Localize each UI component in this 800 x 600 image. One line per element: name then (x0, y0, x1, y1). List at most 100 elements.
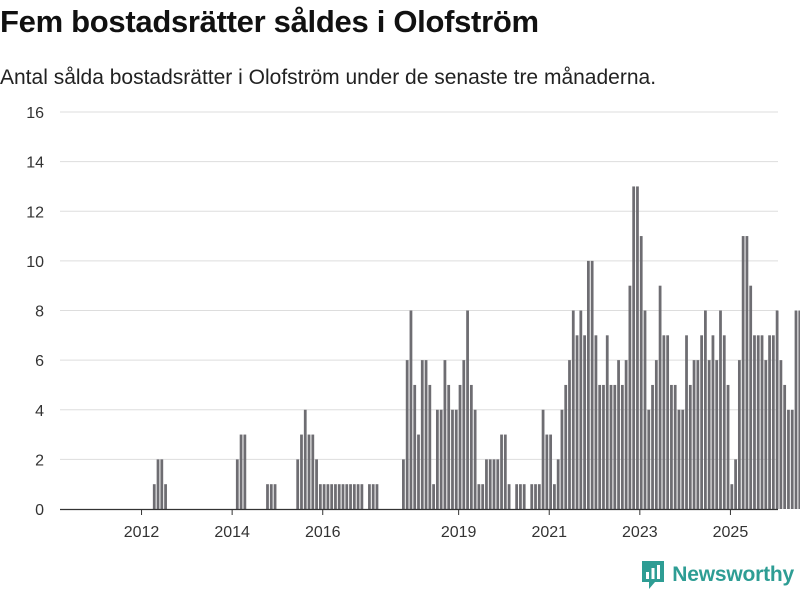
bar (462, 360, 466, 509)
y-tick-label: 16 (26, 105, 44, 122)
bar (534, 484, 537, 509)
newsworthy-logo-icon (642, 561, 665, 589)
bar (560, 409, 564, 509)
bar (315, 459, 318, 509)
bar (337, 484, 341, 509)
bar (794, 310, 798, 509)
bar (586, 260, 590, 509)
bar (273, 484, 277, 509)
y-tick-label: 2 (35, 452, 44, 469)
bar (515, 484, 519, 509)
chart-title: Fem bostadsrätter såldes i Olofström (0, 4, 539, 39)
bar (662, 335, 666, 509)
bar (432, 484, 435, 509)
bar (522, 484, 526, 509)
bar (424, 360, 428, 509)
bar (688, 384, 692, 509)
bar (643, 310, 647, 509)
bar (730, 484, 734, 509)
bar (685, 335, 688, 509)
bar (609, 384, 613, 509)
bar (734, 459, 737, 509)
bar (568, 360, 571, 509)
bar (485, 459, 488, 509)
bar (787, 409, 790, 509)
bar (326, 484, 330, 509)
bar (575, 335, 579, 509)
x-tick-label: 2025 (713, 524, 749, 541)
bar (598, 384, 602, 509)
y-tick-label: 10 (26, 254, 44, 271)
bar (564, 384, 568, 509)
bar (696, 360, 700, 509)
bar (556, 459, 560, 509)
bar (602, 384, 605, 509)
bar (481, 484, 485, 509)
bar (469, 384, 473, 509)
bar (239, 434, 243, 509)
bar (458, 384, 462, 509)
x-tick-label: 2023 (622, 524, 658, 541)
bar (704, 310, 707, 509)
bar (613, 384, 617, 509)
x-tick-label: 2016 (305, 524, 341, 541)
bar (681, 409, 685, 509)
y-tick-label: 4 (35, 403, 44, 420)
bar (620, 384, 624, 509)
bar (605, 335, 609, 509)
brand-logo: Newsworthy (640, 560, 794, 590)
bar (409, 310, 413, 509)
bar (579, 310, 583, 509)
bar (553, 484, 556, 509)
bar (266, 484, 269, 509)
bar (545, 434, 549, 509)
bar (307, 434, 311, 509)
bar (737, 360, 741, 509)
bar (749, 285, 753, 509)
bar (243, 434, 247, 509)
bar (160, 459, 164, 509)
bar (371, 484, 375, 509)
bar (356, 484, 360, 509)
bar (636, 186, 639, 509)
bar (719, 310, 722, 509)
bar (745, 236, 749, 509)
bar (454, 409, 458, 509)
bar (451, 409, 454, 509)
bar (349, 484, 352, 509)
bar (775, 310, 779, 509)
bar (700, 335, 704, 509)
bar (549, 434, 553, 509)
bar (492, 459, 496, 509)
bar (790, 409, 794, 509)
bar (439, 409, 443, 509)
bar (590, 260, 594, 509)
bar (658, 285, 662, 509)
bar (771, 335, 775, 509)
bar (413, 384, 417, 509)
bar (330, 484, 334, 509)
x-tick-label: 2021 (531, 524, 567, 541)
bar (420, 360, 424, 509)
bar (375, 484, 379, 509)
bar (760, 335, 764, 509)
bar (530, 484, 534, 509)
bar (756, 335, 760, 509)
x-tick-label: 2012 (124, 524, 160, 541)
bar (617, 360, 620, 509)
bar (647, 409, 651, 509)
bar (503, 434, 507, 509)
bar (368, 484, 371, 509)
bar (402, 459, 405, 509)
bar (624, 360, 628, 509)
bar (670, 384, 673, 509)
bar (435, 409, 439, 509)
bar (651, 384, 654, 509)
bar (447, 384, 451, 509)
bar (764, 360, 768, 509)
bar (632, 186, 636, 509)
x-axis-ticks: 2012 2014 2016 2019 2021 2023 2025 (124, 509, 749, 541)
bar (345, 484, 349, 509)
x-tick-label: 2019 (441, 524, 477, 541)
